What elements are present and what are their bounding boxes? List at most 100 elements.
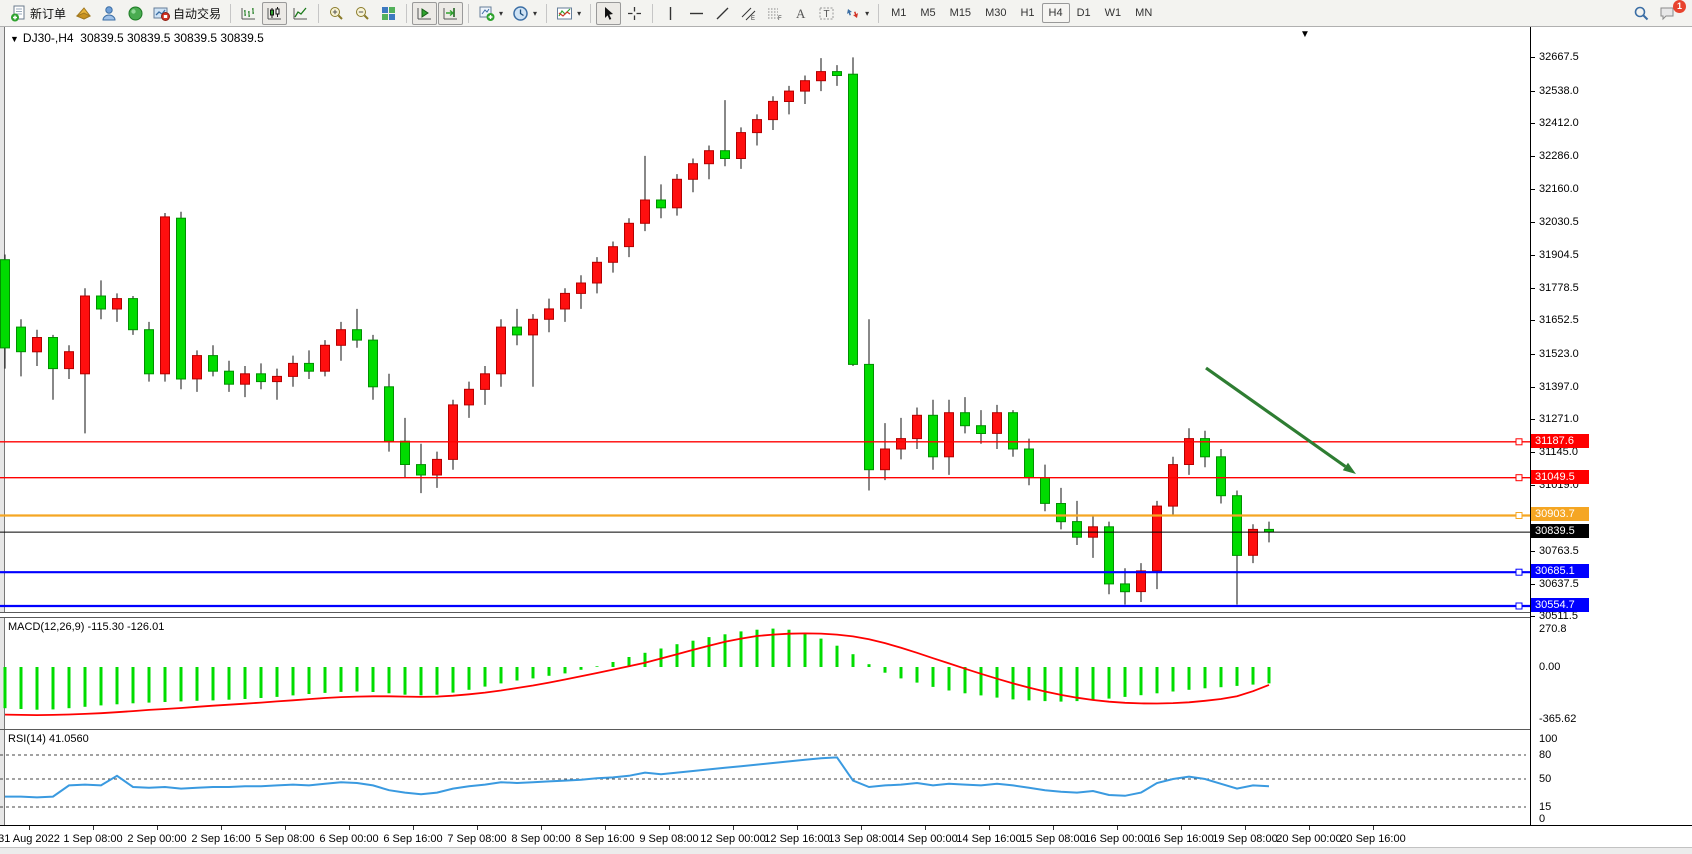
cursor-button[interactable]: [596, 1, 622, 25]
arrows-button[interactable]: ▾: [840, 2, 873, 25]
rsi-panel[interactable]: [0, 731, 1530, 825]
chart-title-collapse-icon[interactable]: ▼: [10, 34, 19, 44]
auto-trading-button[interactable]: 自动交易: [149, 2, 225, 25]
timeframe-H1[interactable]: H1: [1020, 7, 1035, 19]
candle-bull: [816, 71, 826, 82]
current-price-tag: 30839.5: [1531, 524, 1589, 538]
new-order-label: 新订单: [30, 6, 67, 21]
zoom-out-icon: [356, 6, 369, 20]
candle-bull: [464, 388, 474, 406]
svg-text:A: A: [796, 6, 806, 21]
one-click-trading-icon[interactable]: ▼: [1300, 29, 1310, 40]
navigator-button[interactable]: [97, 2, 122, 25]
toolbar-separator: [406, 3, 408, 23]
price-tick-mark: [1530, 123, 1535, 124]
zoom-in-button[interactable]: [324, 2, 349, 25]
bar-chart-button[interactable]: [236, 2, 261, 25]
crosshair-button[interactable]: [622, 2, 647, 25]
line-handle[interactable]: [1515, 474, 1523, 482]
rsi-axis-label: 50: [1539, 773, 1552, 785]
timeframe-W1[interactable]: W1: [1104, 7, 1122, 19]
candle-bear: [512, 326, 522, 336]
line-chart-button[interactable]: [288, 2, 313, 25]
period-button[interactable]: ▾: [508, 2, 541, 25]
zoom-out-button[interactable]: [350, 2, 375, 25]
tile-windows-button[interactable]: [376, 2, 401, 25]
candle-bear: [96, 295, 106, 310]
timeframe-M30[interactable]: M30: [985, 7, 1007, 19]
price-tick-label: 31397.0: [1539, 381, 1579, 393]
candle-bull: [448, 404, 458, 460]
candle-bear: [352, 329, 362, 341]
chart-symbol: DJ30-,H4: [22, 31, 74, 45]
candle-bull: [736, 132, 746, 159]
text-button[interactable]: A: [788, 2, 813, 25]
text-label-button[interactable]: T: [814, 2, 839, 25]
line-handle[interactable]: [1515, 568, 1523, 576]
line-chart-icon: [293, 7, 308, 19]
arrow-annotation[interactable]: [1205, 366, 1347, 468]
candlestick-chart-button[interactable]: [262, 1, 288, 25]
timeframe-M15[interactable]: M15: [949, 7, 972, 19]
vertical-line-button[interactable]: [658, 2, 683, 25]
market-watch-button[interactable]: [71, 2, 96, 25]
panel-splitter[interactable]: [0, 729, 1530, 732]
time-axis[interactable]: 31 Aug 2022 1 Sep 08:00 2 Sep 00:00 2 Sep 1…: [0, 825, 1692, 847]
horizontal-line-button[interactable]: [684, 2, 709, 25]
trendline-button[interactable]: [710, 2, 735, 25]
line-handle[interactable]: [1515, 512, 1523, 519]
macd-signal-line: [4, 632, 1270, 717]
price-tick-mark: [1530, 452, 1535, 453]
time-tick-mark: [93, 826, 94, 830]
price-tick-label: 30763.5: [1539, 545, 1579, 557]
price-tick-mark: [1530, 189, 1535, 190]
time-tick-label: 2 Sep 16:00: [191, 833, 251, 845]
arrows-caret-icon: ▾: [865, 8, 870, 18]
price-tick-label: 31904.5: [1539, 249, 1579, 261]
fibonacci-button[interactable]: F: [762, 2, 787, 25]
price-tick-mark: [1530, 57, 1535, 58]
time-tick-mark: [221, 826, 222, 830]
auto-scroll-button[interactable]: [412, 1, 438, 25]
price-tick-label: 32538.0: [1539, 85, 1579, 97]
chart-shift-button[interactable]: [438, 1, 464, 25]
timeframe-M5[interactable]: M5: [920, 7, 936, 19]
price-tick-label: 32160.0: [1539, 183, 1579, 195]
timeframe-D1[interactable]: D1: [1076, 7, 1091, 19]
macd-panel[interactable]: [0, 619, 1530, 729]
price-tick-label: 32412.0: [1539, 117, 1579, 129]
time-tick-label: 7 Sep 08:00: [447, 833, 507, 845]
candle-bear: [208, 355, 218, 372]
svg-text:E: E: [751, 16, 755, 22]
new-chart-button[interactable]: ▾: [474, 2, 507, 25]
timeframe-group: M1 M5 M15 M30 H1 H4 D1 W1 MN: [884, 3, 1159, 23]
candle-bear: [1104, 526, 1114, 585]
indicators-icon: [557, 7, 573, 19]
candle-bear: [848, 73, 858, 365]
time-tick-mark: [605, 826, 606, 830]
candle-bull: [544, 308, 554, 320]
new-order-button[interactable]: 新订单: [6, 2, 70, 25]
time-tick-label: 1 Sep 08:00: [63, 833, 123, 845]
notifications-button[interactable]: 1: [1655, 0, 1686, 25]
terminal-button[interactable]: [123, 2, 148, 25]
indicators-button[interactable]: ▾: [552, 2, 585, 25]
time-tick-mark: [285, 826, 286, 830]
main-chart[interactable]: [0, 28, 1530, 612]
price-tick-mark: [1530, 616, 1535, 617]
line-handle[interactable]: [1515, 602, 1523, 610]
candle-bear: [416, 464, 426, 476]
timeframe-H4[interactable]: H4: [1041, 3, 1070, 23]
panel-splitter[interactable]: [0, 612, 1530, 618]
toolbar-separator: [878, 3, 880, 23]
macd-axis-label: 0.00: [1539, 661, 1561, 673]
equidistant-channel-button[interactable]: E: [736, 2, 761, 25]
timeframe-MN[interactable]: MN: [1135, 7, 1153, 19]
line-handle[interactable]: [1515, 438, 1523, 446]
price-tick-mark: [1530, 222, 1535, 223]
candle-bear: [928, 414, 938, 458]
time-tick-label: 20 Sep 16:00: [1340, 833, 1406, 845]
search-button[interactable]: [1629, 2, 1654, 25]
timeframe-M1[interactable]: M1: [891, 7, 907, 19]
price-tick-label: 31271.0: [1539, 413, 1579, 425]
